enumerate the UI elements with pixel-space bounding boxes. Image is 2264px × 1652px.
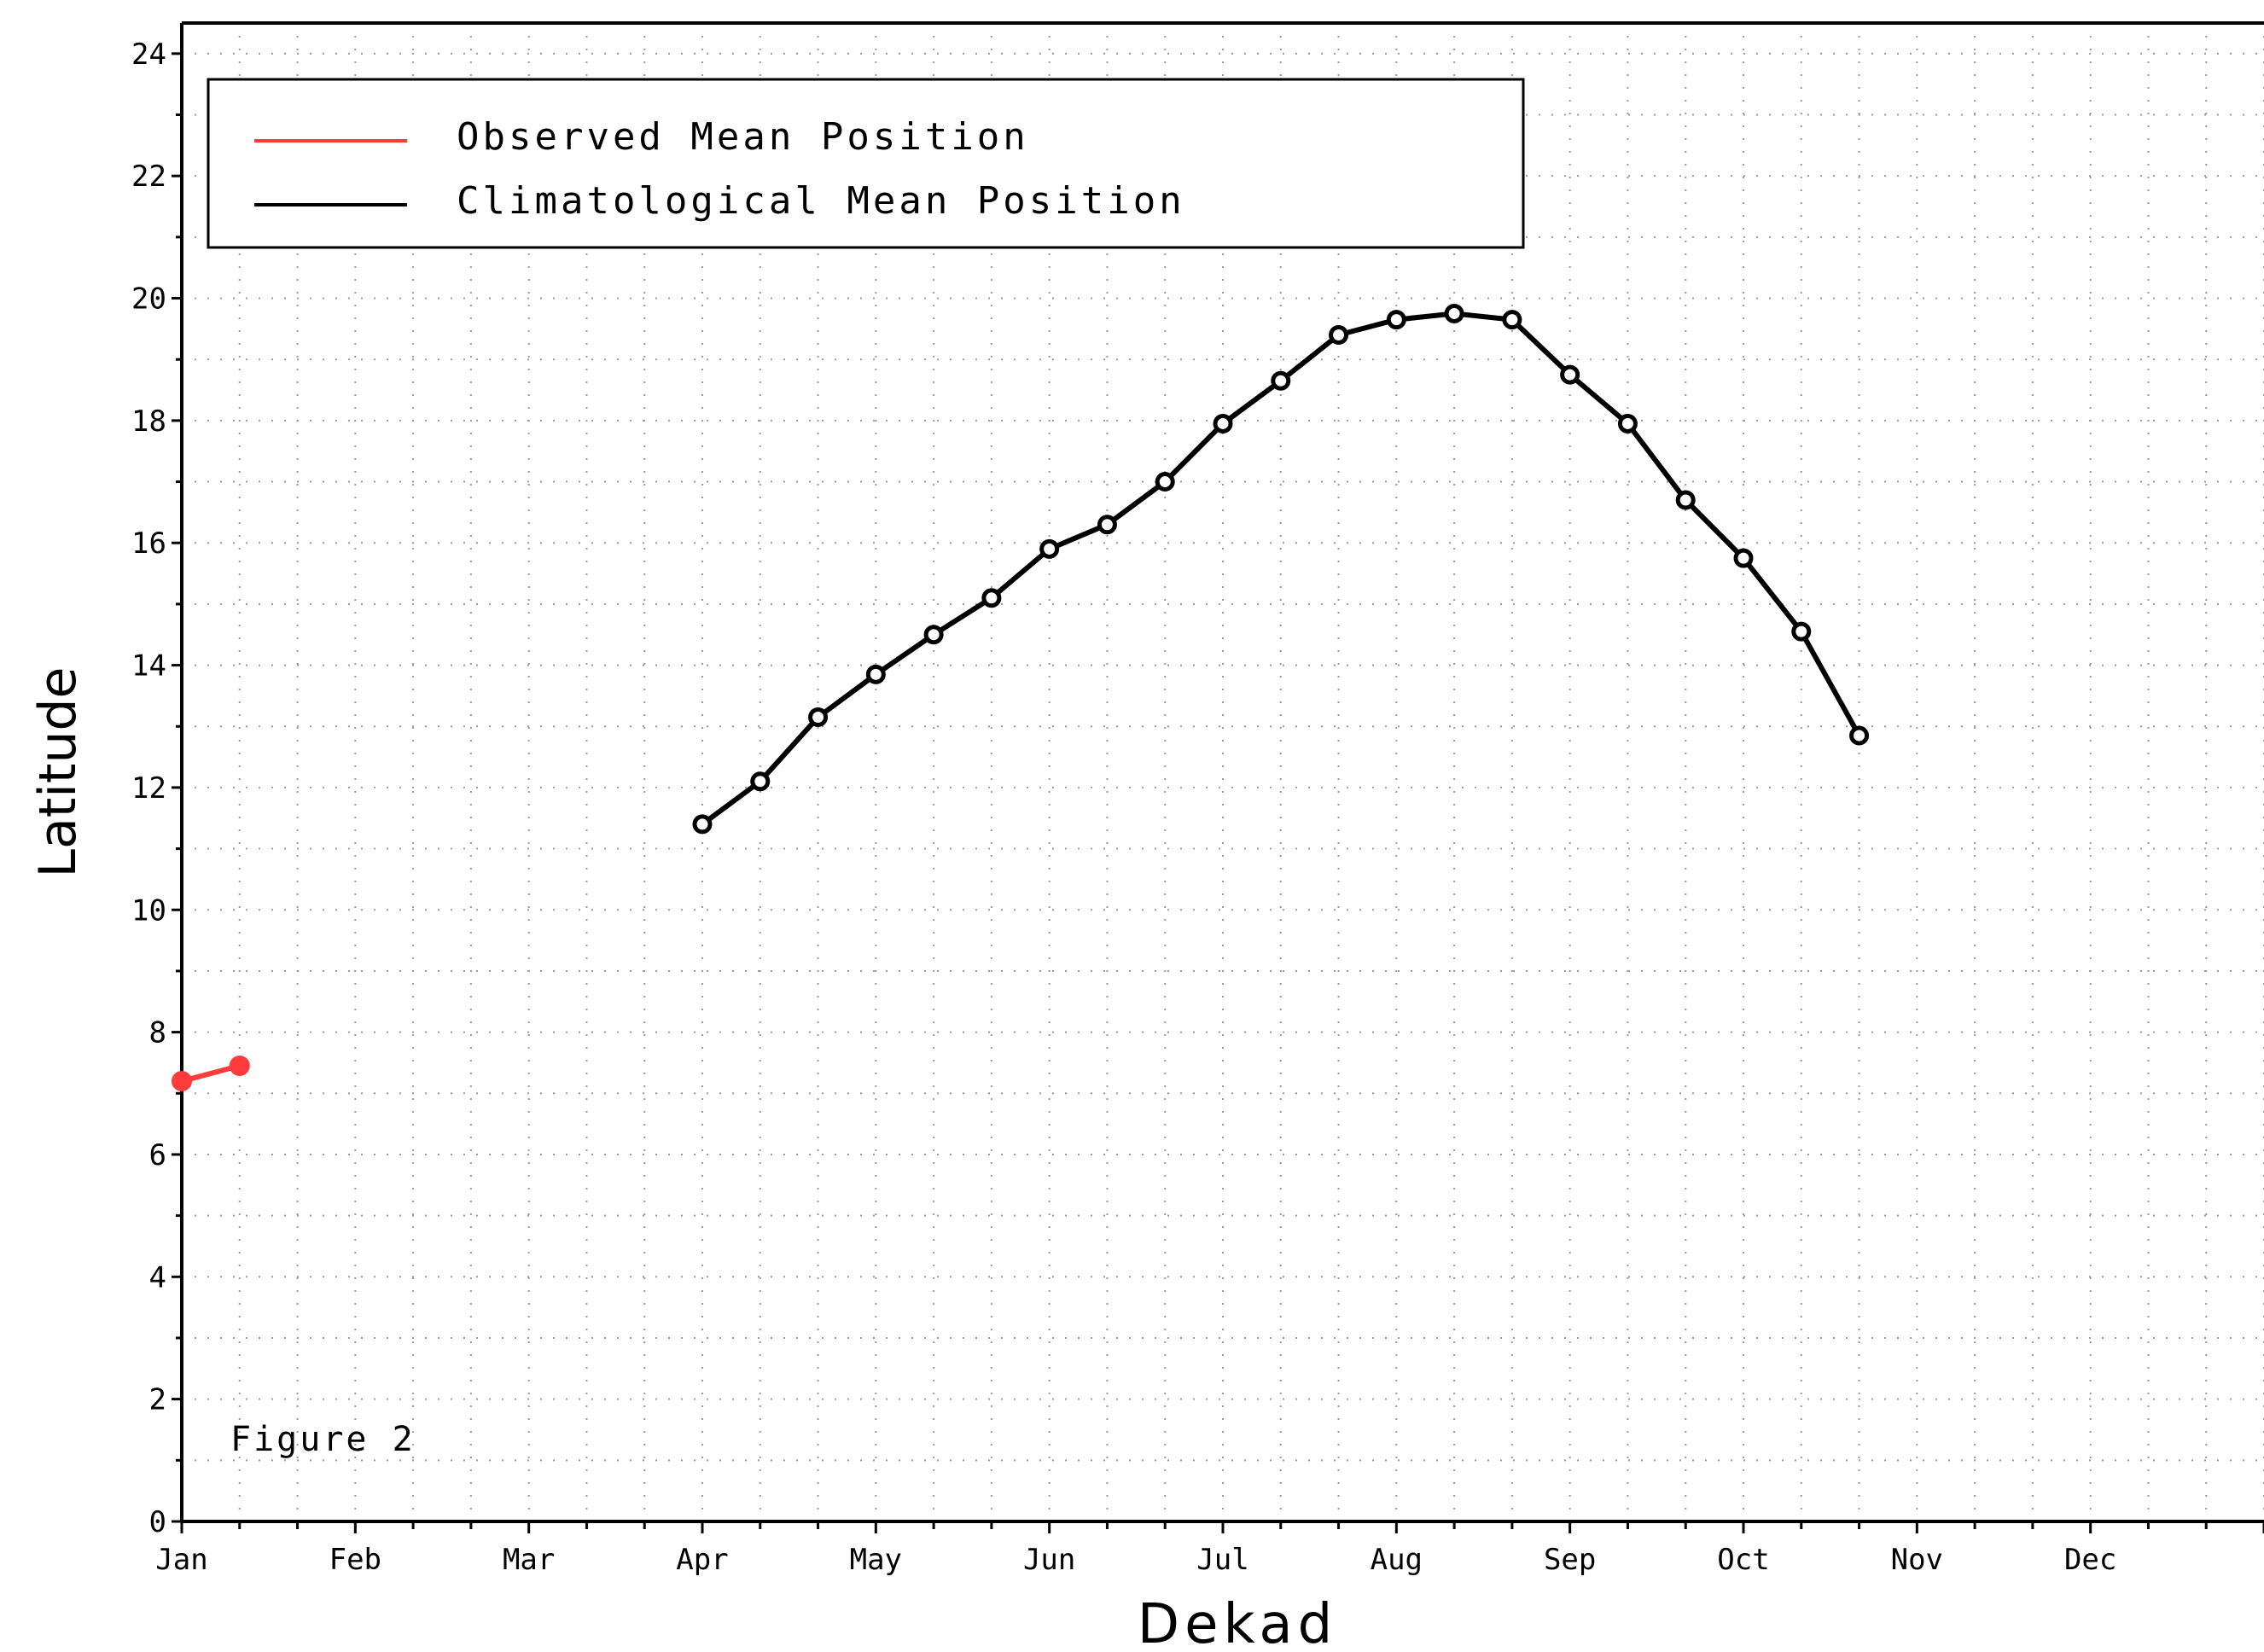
data-point: [1617, 413, 1638, 433]
x-tick-label: Apr: [676, 1543, 728, 1577]
y-tick-label: 0: [149, 1505, 166, 1539]
legend-box: [207, 78, 1525, 249]
x-tick-label: Dec: [2064, 1543, 2116, 1577]
legend-label-climatological: Climatological Mean Position: [457, 179, 1185, 223]
data-point: [229, 1056, 250, 1077]
legend-label-observed: Observed Mean Position: [457, 115, 1029, 159]
y-tick-label: 8: [149, 1016, 166, 1050]
y-tick-label: 2: [149, 1383, 166, 1417]
series: [172, 303, 1870, 1091]
data-point: [1155, 472, 1175, 492]
data-point: [1560, 364, 1580, 385]
y-tick-label: 12: [131, 771, 166, 806]
x-tick-label: Nov: [1891, 1543, 1943, 1577]
data-point: [1675, 490, 1696, 510]
data-point: [923, 625, 944, 645]
x-tick-label: Jul: [1196, 1543, 1248, 1577]
data-point: [1329, 325, 1349, 346]
x-tick-label: May: [850, 1543, 902, 1577]
x-tick-label: Feb: [329, 1543, 381, 1577]
x-tick-label: Mar: [503, 1543, 555, 1577]
data-point: [865, 664, 886, 684]
x-tick-label: Jan: [155, 1543, 207, 1577]
data-point: [1039, 538, 1060, 559]
data-point: [692, 814, 713, 835]
data-point: [1849, 725, 1870, 746]
x-tick-label: Jun: [1023, 1543, 1075, 1577]
data-point: [1097, 515, 1117, 535]
data-point: [1733, 548, 1754, 568]
x-tick-label: Sep: [1544, 1543, 1596, 1577]
data-point: [172, 1070, 192, 1091]
data-point: [1791, 621, 1812, 642]
x-axis-title: Dekad: [1138, 1593, 1337, 1652]
y-tick-label: 18: [131, 404, 166, 439]
y-tick-label: 14: [131, 649, 166, 683]
data-point: [1213, 413, 1233, 433]
y-tick-label: 20: [131, 282, 166, 317]
y-tick-label: 10: [131, 893, 166, 928]
y-tick-label: 6: [149, 1138, 166, 1172]
figure-annotation: Figure 2: [230, 1420, 416, 1459]
data-point: [1386, 310, 1406, 330]
legend: Observed Mean Position Climatological Me…: [207, 78, 1525, 249]
y-tick-label: 22: [131, 160, 166, 194]
y-axis-title: Latitude: [28, 667, 88, 878]
y-tick-label: 16: [131, 526, 166, 561]
y-tick-label: 24: [131, 38, 166, 72]
data-point: [808, 707, 829, 727]
grid: [182, 23, 2264, 1521]
y-tick-label: 4: [149, 1260, 166, 1294]
data-point: [1444, 303, 1464, 323]
data-point: [981, 588, 1002, 608]
data-point: [1502, 310, 1522, 330]
data-point: [750, 771, 771, 792]
x-tick-label: Aug: [1371, 1543, 1423, 1577]
data-point: [1271, 370, 1291, 391]
x-tick-label: Oct: [1717, 1543, 1769, 1577]
